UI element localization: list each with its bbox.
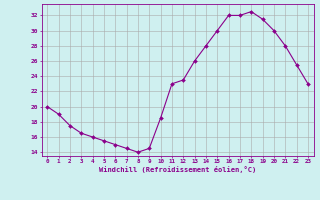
X-axis label: Windchill (Refroidissement éolien,°C): Windchill (Refroidissement éolien,°C) [99, 166, 256, 173]
